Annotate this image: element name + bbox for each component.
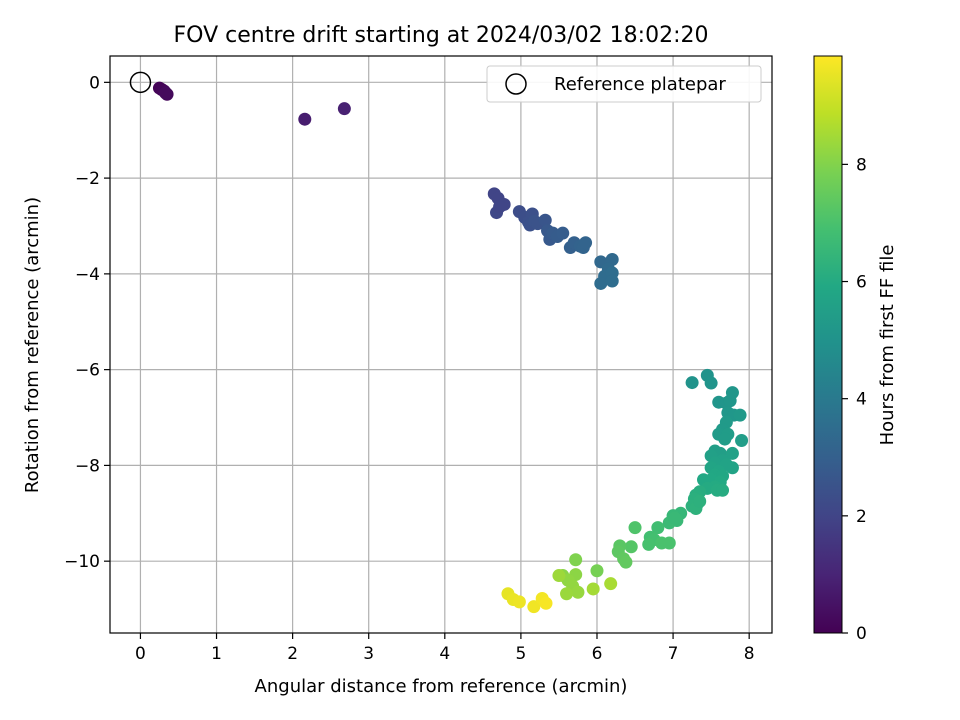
data-point xyxy=(527,600,541,614)
data-point xyxy=(560,587,574,601)
data-point xyxy=(619,555,633,569)
data-point xyxy=(571,585,585,599)
data-point xyxy=(538,213,552,227)
data-point xyxy=(651,521,665,535)
data-point xyxy=(662,536,676,550)
colorbar-gradient xyxy=(813,55,843,634)
data-point xyxy=(628,521,642,535)
data-point xyxy=(642,537,656,551)
colorbar-tick-label: 4 xyxy=(856,390,867,410)
y-tick-label: −8 xyxy=(75,456,100,476)
plot-frame xyxy=(109,55,773,634)
x-tick-label: 4 xyxy=(439,644,450,664)
data-point xyxy=(605,274,619,288)
x-tick-label: 2 xyxy=(287,644,298,664)
legend-label: Reference platepar xyxy=(554,74,726,95)
x-tick-label: 6 xyxy=(592,644,603,664)
data-point xyxy=(718,432,732,446)
data-point xyxy=(668,511,682,525)
data-points xyxy=(152,81,749,614)
grid-lines xyxy=(110,56,772,633)
x-tick-label: 1 xyxy=(211,644,222,664)
colorbar-tick-label: 8 xyxy=(856,155,867,175)
y-tick-label: −10 xyxy=(64,552,100,572)
colorbar-ticks: 0 2 4 6 8 xyxy=(842,155,867,644)
data-point xyxy=(298,112,312,126)
colorbar: 0 2 4 6 8 Hours from first FF file xyxy=(813,55,898,644)
x-tick-label: 7 xyxy=(668,644,679,664)
y-axis-ticks: 0 −2 −4 −6 −8 −10 xyxy=(64,73,110,572)
data-point xyxy=(733,408,747,422)
data-point xyxy=(624,540,638,554)
data-point xyxy=(493,200,507,214)
x-tick-label: 5 xyxy=(515,644,526,664)
y-tick-label: −2 xyxy=(75,169,100,189)
data-point xyxy=(556,226,570,240)
data-point xyxy=(693,494,707,508)
data-point xyxy=(552,569,566,583)
reference-platepar-marker xyxy=(129,71,152,94)
data-point xyxy=(723,394,737,408)
legend-box xyxy=(486,65,762,103)
legend: Reference platepar xyxy=(486,65,762,103)
colorbar-tick-label: 2 xyxy=(856,507,867,527)
data-point xyxy=(590,564,604,578)
y-tick-label: −6 xyxy=(75,361,100,381)
chart-title: FOV centre drift starting at 2024/03/02 … xyxy=(174,23,709,48)
data-point xyxy=(704,376,718,390)
data-point xyxy=(725,446,739,460)
x-tick-label: 0 xyxy=(135,644,146,664)
data-point xyxy=(579,236,593,250)
data-point xyxy=(716,483,730,497)
colorbar-tick-label: 0 xyxy=(856,624,867,644)
data-point xyxy=(159,86,173,100)
legend-marker-icon xyxy=(505,73,527,95)
y-axis-label: Rotation from reference (arcmin) xyxy=(22,197,43,493)
data-point xyxy=(539,596,553,610)
data-point xyxy=(735,434,749,448)
data-point xyxy=(594,276,608,290)
x-tick-label: 8 xyxy=(744,644,755,664)
data-point xyxy=(604,577,618,591)
data-point xyxy=(337,102,351,116)
x-axis-label: Angular distance from reference (arcmin) xyxy=(255,676,628,697)
data-point xyxy=(586,582,600,596)
y-tick-label: −4 xyxy=(75,265,100,285)
colorbar-label: Hours from first FF file xyxy=(877,245,898,446)
x-tick-label: 3 xyxy=(363,644,374,664)
data-point xyxy=(569,553,583,567)
data-point xyxy=(512,595,526,609)
y-tick-label: 0 xyxy=(89,73,100,93)
data-point xyxy=(725,461,739,475)
colorbar-tick-label: 6 xyxy=(856,273,867,293)
data-point xyxy=(685,376,699,390)
x-axis-ticks: 0 1 2 3 4 5 6 7 8 xyxy=(135,633,755,664)
